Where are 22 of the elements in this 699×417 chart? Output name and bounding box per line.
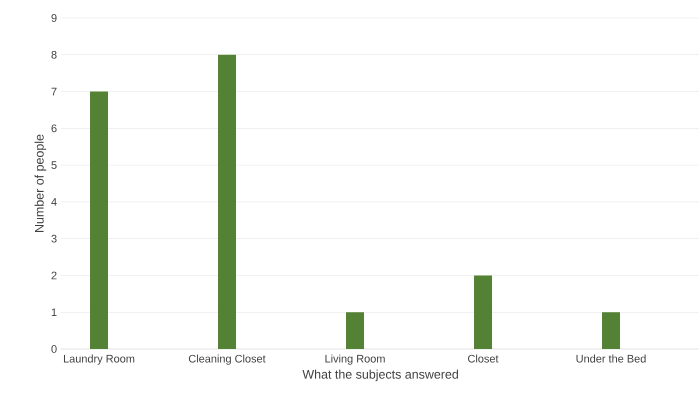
y-tick-label: 9 xyxy=(52,14,57,22)
bar xyxy=(90,92,108,349)
bar xyxy=(346,312,364,349)
y-tick-label: 0 xyxy=(51,345,57,353)
x-tick-label: Living Room xyxy=(325,354,385,365)
y-tick-label: 8 xyxy=(51,50,57,59)
y-tick-label: 7 xyxy=(52,88,57,96)
y-tick-label: 6 xyxy=(52,124,57,132)
y-tick-label: 1 xyxy=(52,308,57,316)
x-tick-label: Under the Bed xyxy=(576,354,646,363)
y-tick-label: 5 xyxy=(51,161,57,169)
y-tick-label: 3 xyxy=(51,234,57,243)
x-axis-title: What the subjects answered xyxy=(302,370,458,382)
x-tick-label: Closet xyxy=(468,354,498,363)
y-tick-label: 4 xyxy=(51,198,57,206)
x-tick-label: Laundry Room xyxy=(64,354,134,365)
bar xyxy=(218,54,236,349)
x-tick-label: Cleaning Closet xyxy=(188,354,266,365)
y-axis-title: Number of people xyxy=(34,134,46,232)
y-tick-label: 2 xyxy=(52,272,57,280)
bar xyxy=(602,312,620,349)
bar xyxy=(474,275,492,349)
